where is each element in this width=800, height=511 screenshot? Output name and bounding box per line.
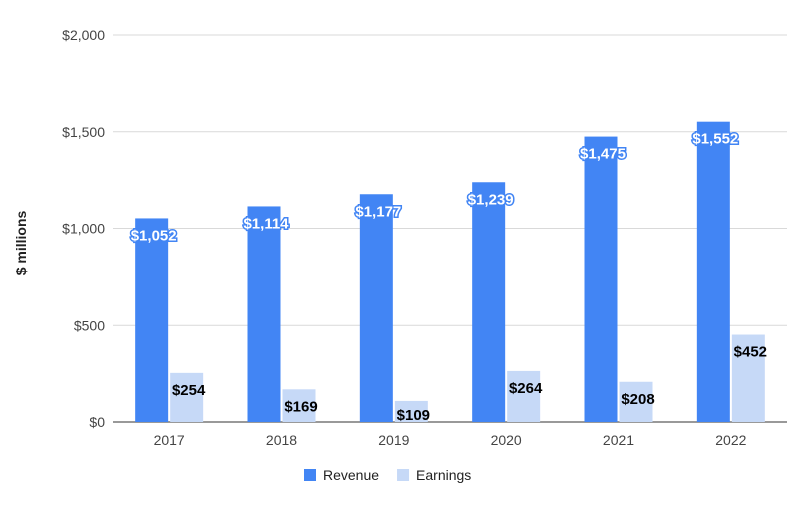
revenue-data-label: $1,177 [355,203,401,220]
y-tick-label: $1,500 [62,124,105,140]
legend-swatch [397,469,410,481]
earnings-bar [731,334,765,422]
revenue-bar [359,194,393,422]
y-tick-label: $500 [74,317,105,333]
x-tick-label: 2021 [603,432,634,448]
y-tick-label: $1,000 [62,221,105,237]
revenue-bar [584,136,618,422]
earnings-data-label: $208 [621,391,654,408]
revenue-bar [472,182,506,422]
revenue-data-label: $1,052 [131,227,177,244]
earnings-data-label: $169 [284,398,317,415]
x-tick-label: 2022 [715,432,746,448]
earnings-data-label: $452 [734,344,767,361]
x-axis-ticks: 2017 2018 2019 2020 2021 2022 [154,432,747,448]
earnings-bar [619,381,653,422]
gridlines [113,34,787,423]
legend-swatch [304,469,316,481]
y-tick-label: $2,000 [62,27,105,43]
earnings-data-label: $109 [397,407,430,424]
y-tick-label: $0 [89,414,105,430]
x-tick-label: 2019 [378,432,409,448]
revenue-data-label: $1,552 [692,131,738,148]
x-tick-label: 2020 [491,432,522,448]
y-axis-label: $ millions [13,211,29,276]
revenue-data-label: $1,475 [580,146,626,163]
revenue-bar [696,121,730,423]
revenue-bar [135,218,169,422]
revenue-data-label: $1,114 [243,215,289,232]
x-tick-label: 2018 [266,432,297,448]
legend-label: Revenue [323,467,379,483]
earnings-data-label: $254 [172,382,206,399]
earnings-data-label: $264 [509,380,543,397]
earnings-bar [394,400,428,422]
bars [135,121,765,423]
x-tick-label: 2017 [154,432,185,448]
y-axis-ticks: $0 $500 $1,000 $1,500 $2,000 [62,27,105,430]
earnings-bar [170,372,204,422]
legend: Revenue Earnings [304,467,471,483]
earnings-bar [282,389,316,422]
data-labels: $1,052 $254 $1,114 $169 $1,177 $109 $1,239 $264… [129,129,767,424]
earnings-bar [507,370,541,422]
legend-label: Earnings [416,467,471,483]
revenue-bar [247,206,281,422]
revenue-data-label: $1,239 [468,191,514,208]
